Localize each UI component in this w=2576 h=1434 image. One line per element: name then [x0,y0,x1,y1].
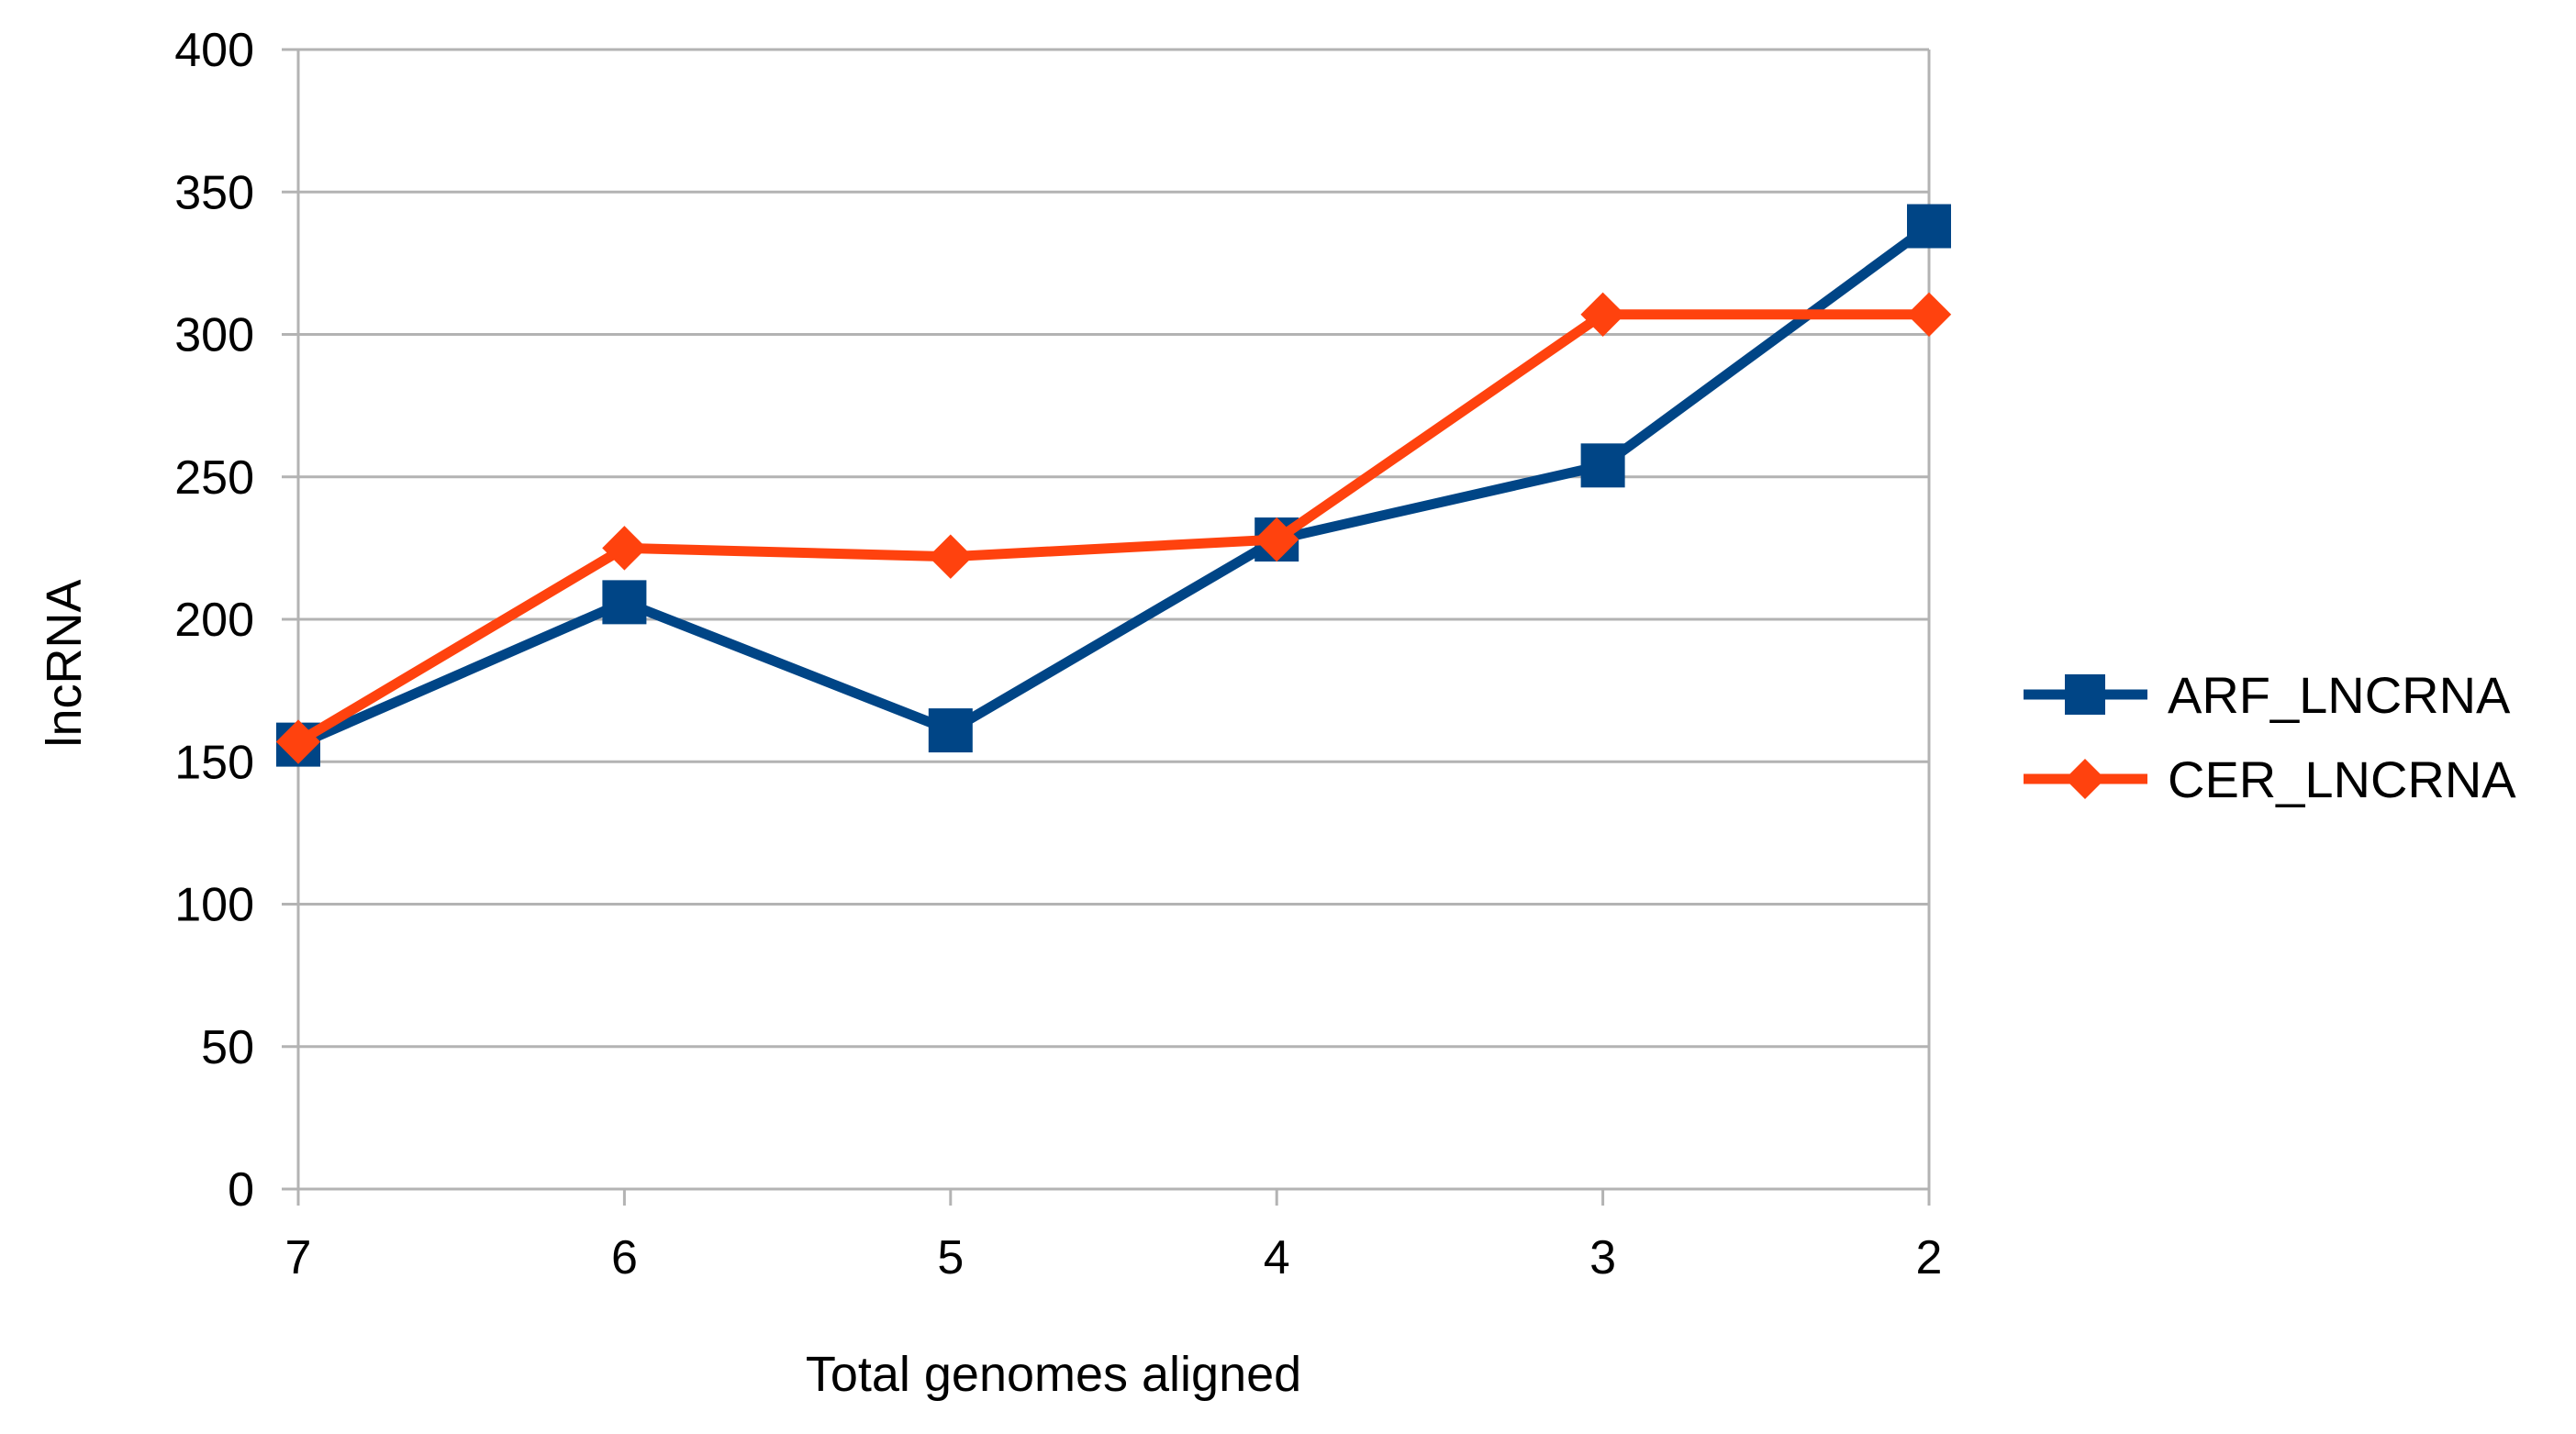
data-point [1907,204,1951,249]
y-tick-label: 250 [174,451,254,505]
x-tick-label: 6 [611,1231,638,1284]
series-line [293,309,1935,748]
y-tick-label: 50 [201,1021,254,1074]
gridlines [298,48,1929,1191]
data-point [275,719,321,764]
data-point [1906,292,1952,337]
x-axis-title: Total genomes aligned [806,1347,1301,1402]
y-tick-label: 200 [174,594,254,647]
series-ARF_LNCRNA [276,204,1951,767]
data-point [602,526,647,571]
data-point [928,534,973,579]
x-tick-label: 4 [1264,1231,1290,1284]
axes [282,48,1931,1206]
data-point [928,708,973,753]
y-tick-label: 300 [174,309,254,362]
x-tick-label: 5 [937,1231,964,1284]
legend: ARF_LNCRNA CER_LNCRNA [2024,666,2516,808]
legend-marker [2065,674,2105,715]
y-tick-label: 100 [174,879,254,932]
data-point [1255,517,1299,562]
y-tick-labels: 0 50 100 150 200 250 300 350 400 [174,24,254,1217]
legend-item: CER_LNCRNA [2024,750,2516,808]
legend-item: ARF_LNCRNA [2024,666,2511,724]
data-point [1580,292,1625,337]
series-line [293,221,1935,750]
y-tick-label: 350 [174,166,254,219]
x-tick-label: 2 [1916,1231,1943,1284]
y-tick-label: 150 [174,736,254,789]
legend-marker [2065,759,2105,799]
y-tick-label: 0 [228,1163,254,1217]
data-point [1580,443,1625,488]
series-CER_LNCRNA [275,292,1952,764]
x-tick-label: 3 [1589,1231,1616,1284]
series-group [275,204,1952,767]
y-tick-label: 400 [174,24,254,77]
legend-label: ARF_LNCRNA [2168,666,2511,724]
legend-label: CER_LNCRNA [2168,750,2516,808]
data-point [602,580,647,625]
y-axis-title: lncRNA [37,579,92,747]
x-tick-label: 7 [285,1231,312,1284]
x-tick-labels: 7 6 5 4 3 2 [285,1231,1943,1284]
